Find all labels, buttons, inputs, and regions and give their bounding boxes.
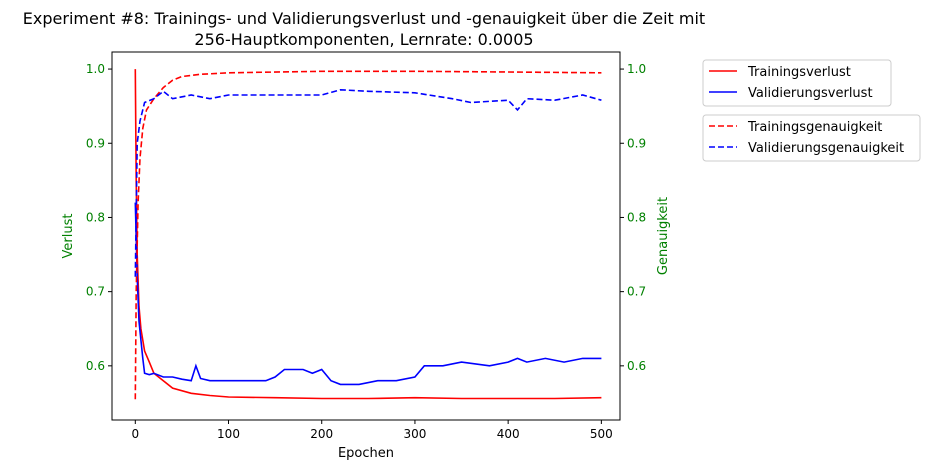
- series-layer: [134, 69, 602, 400]
- y-tick-label-left: 0.8: [86, 210, 105, 224]
- x-axis: 0 100 200 300 400 500: [131, 420, 613, 441]
- series-line-trainingsverlust: [134, 69, 602, 400]
- y-axis-label-right: Genauigkeit: [656, 197, 671, 275]
- y-tick-label-right: 0.7: [627, 285, 646, 299]
- y-axis-label-left: Verlust: [61, 214, 76, 259]
- x-tick-label: 500: [590, 427, 613, 441]
- plot-frame: [111, 51, 621, 421]
- legend-label-validierungsverlust: Validierungsverlust: [748, 86, 873, 101]
- x-tick-label: 300: [403, 427, 426, 441]
- legend-label-validierungsgenauigkeit: Validierungsgenauigkeit: [748, 141, 904, 156]
- series-line-trainingsgenauigkeit: [134, 70, 602, 400]
- legend-loss: Trainingsverlust Validierungsverlust: [702, 59, 892, 107]
- y-tick-label-right: 0.8: [627, 210, 646, 224]
- legend-label-trainingsverlust: Trainingsverlust: [747, 65, 851, 80]
- y-tick-label-right: 0.6: [627, 359, 646, 373]
- y-axis-right: 0.6 0.7 0.8 0.9 1.0: [620, 62, 646, 373]
- legend-accuracy: Trainingsgenauigkeit Validierungsgenauig…: [702, 114, 921, 162]
- y-tick-label-right: 0.9: [627, 136, 646, 150]
- y-tick-label-left: 0.7: [86, 285, 105, 299]
- y-tick-label-right: 1.0: [627, 62, 646, 76]
- series-line-validierungsgenauigkeit: [134, 88, 602, 277]
- legend-label-trainingsgenauigkeit: Trainingsgenauigkeit: [747, 120, 882, 135]
- y-tick-label-left: 1.0: [86, 62, 105, 76]
- y-tick-label-left: 0.9: [86, 136, 105, 150]
- y-axis-left: 0.6 0.7 0.8 0.9 1.0: [86, 62, 112, 373]
- x-tick-label: 400: [497, 427, 520, 441]
- chart-title-line-2: 256-Hauptkomponenten, Lernrate: 0.0005: [194, 30, 533, 49]
- x-axis-label: Epochen: [338, 446, 394, 461]
- chart-title-line-1: Experiment #8: Trainings- und Validierun…: [23, 9, 705, 28]
- x-tick-label: 0: [131, 427, 139, 441]
- y-tick-label-left: 0.6: [86, 359, 105, 373]
- x-tick-label: 200: [310, 427, 333, 441]
- series-line-validierungsverlust: [134, 202, 602, 386]
- x-tick-label: 100: [217, 427, 240, 441]
